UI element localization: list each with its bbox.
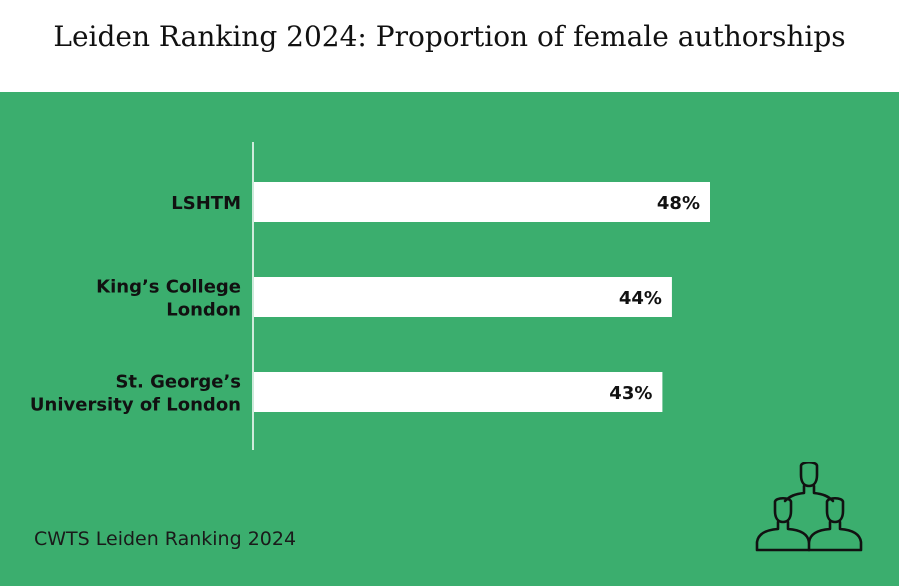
category-label-line: London <box>166 300 241 321</box>
bar <box>254 277 672 317</box>
source-credit: CWTS Leiden Ranking 2024 <box>34 528 297 550</box>
people-group-icon <box>755 462 863 552</box>
bar <box>254 182 710 222</box>
data-label: 44% <box>619 288 662 309</box>
chart-panel: 48% LSHTM 44% King’s College London 43% St. Ge… <box>0 92 899 586</box>
category-label: St. George’s University of London <box>30 372 241 416</box>
category-label-line: St. George’s <box>115 372 241 393</box>
category-label-line: King’s College <box>96 277 241 298</box>
category-label-line: University of London <box>30 395 241 416</box>
category-label: LSHTM <box>171 193 241 214</box>
category-label: King’s College London <box>96 277 241 321</box>
bar-chart: 48% LSHTM 44% King’s College London 43% St. Ge… <box>30 142 710 450</box>
category-label-line: LSHTM <box>171 193 241 214</box>
header: Leiden Ranking 2024: Proportion of femal… <box>0 0 899 92</box>
data-label: 43% <box>609 383 652 404</box>
data-label: 48% <box>657 193 700 214</box>
chart-title: Leiden Ranking 2024: Proportion of femal… <box>53 20 846 53</box>
bar <box>254 372 663 412</box>
